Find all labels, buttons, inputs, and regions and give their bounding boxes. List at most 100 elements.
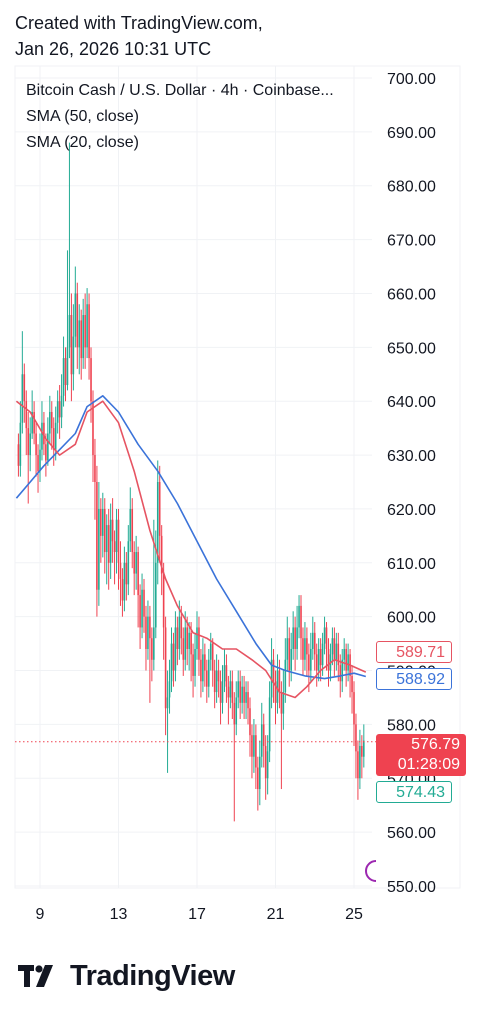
candle-body xyxy=(80,320,83,359)
candle-body xyxy=(47,433,49,461)
candle-body xyxy=(127,541,130,585)
candle-body xyxy=(133,552,135,574)
candle-body xyxy=(82,315,84,359)
candle-body xyxy=(41,422,43,450)
candle-body xyxy=(154,562,157,628)
candle-body xyxy=(359,745,361,779)
candle-body xyxy=(113,541,116,553)
candle-body xyxy=(39,449,41,472)
price-chart[interactable]: 700.00 690.00 680.00 670.00 660.00 650.00 640.… xyxy=(0,0,489,940)
candle-body xyxy=(43,422,45,445)
candle-body xyxy=(107,525,110,563)
candle-body xyxy=(235,697,238,725)
candle-body xyxy=(288,638,291,671)
candle-body xyxy=(131,508,134,553)
symbol-title[interactable]: Bitcoin Cash / U.S. Dollar · 4h · Coinba… xyxy=(26,82,334,99)
candle-body xyxy=(170,643,173,682)
candle-body xyxy=(162,573,165,628)
y-tick-label: 700.00 xyxy=(387,71,436,88)
candle-body xyxy=(215,670,218,693)
y-tick-label: 560.00 xyxy=(387,825,436,842)
tradingview-logo-icon xyxy=(18,964,53,987)
candle-body xyxy=(260,724,263,757)
candle-body xyxy=(213,670,216,693)
candle-body xyxy=(88,304,90,359)
plot-area[interactable] xyxy=(15,142,367,822)
candle-body xyxy=(306,638,308,655)
candle-body xyxy=(311,632,314,649)
candle-body xyxy=(227,686,230,698)
candle-body xyxy=(94,455,96,482)
candle-body xyxy=(109,519,112,563)
candle-body xyxy=(56,401,59,423)
candle-body xyxy=(52,428,55,450)
candle-body xyxy=(168,681,171,698)
x-tick-label: 25 xyxy=(345,906,363,923)
candle-body xyxy=(166,697,169,709)
candle-body xyxy=(211,643,214,671)
candle-body xyxy=(54,422,57,450)
candle-body xyxy=(245,692,247,703)
plot-frame xyxy=(14,65,461,889)
candle-body xyxy=(292,627,294,649)
legend-sma20[interactable]: SMA (20, close) xyxy=(26,134,139,151)
candle-body xyxy=(319,648,322,666)
candle-body xyxy=(259,756,261,790)
candle-body xyxy=(137,552,139,596)
candle-body xyxy=(182,638,185,660)
candle-body xyxy=(92,401,94,456)
candle-body xyxy=(184,627,187,660)
candle-body xyxy=(255,735,257,768)
candle-body xyxy=(58,401,61,418)
candle-body xyxy=(345,648,347,671)
candle-body xyxy=(355,724,357,752)
candle-body xyxy=(178,616,181,649)
candle-body xyxy=(194,648,196,676)
candle-body xyxy=(139,595,141,628)
candle-body xyxy=(66,347,69,386)
candle-body xyxy=(158,482,161,536)
candle-body xyxy=(196,627,198,649)
x-tick-label: 13 xyxy=(110,906,128,923)
candle-body xyxy=(153,627,155,660)
candle-body xyxy=(302,638,304,660)
y-tick-label: 610.00 xyxy=(387,556,436,573)
candle-body xyxy=(21,374,24,423)
last-price-value: 576.79 xyxy=(411,736,460,753)
candle-body xyxy=(243,686,245,703)
candle-body xyxy=(231,681,234,703)
candle-body xyxy=(27,428,30,456)
candle-body xyxy=(149,616,151,639)
candle-body xyxy=(274,681,277,703)
candle-body xyxy=(25,401,28,429)
candle-body xyxy=(33,411,35,434)
candle-body xyxy=(31,411,33,434)
candle-body xyxy=(278,670,281,693)
candle-body xyxy=(190,632,192,655)
candle-body xyxy=(129,508,132,542)
candle-body xyxy=(251,735,253,757)
candle-body xyxy=(262,724,265,746)
candle-body xyxy=(62,358,65,396)
candle-body xyxy=(164,627,167,709)
candle-body xyxy=(209,643,212,660)
y-tick-label: 620.00 xyxy=(387,502,436,519)
candle-body xyxy=(123,562,126,601)
candle-body xyxy=(188,632,190,649)
candle-body xyxy=(156,482,159,563)
candle-body xyxy=(207,659,210,687)
candle-body xyxy=(233,702,236,725)
tradingview-footer: TradingView xyxy=(18,960,235,993)
candle-body xyxy=(96,482,98,590)
candle-body xyxy=(304,638,306,660)
candle-body xyxy=(50,411,53,429)
snapshot-timestamp: Jan 26, 2026 10:31 UTC xyxy=(15,39,212,59)
candle-body xyxy=(143,589,145,617)
legend-sma50[interactable]: SMA (50, close) xyxy=(26,108,139,125)
loading-arc-icon xyxy=(365,860,377,882)
candle-body xyxy=(115,519,118,553)
y-tick-label: 650.00 xyxy=(387,340,436,357)
candle-body xyxy=(192,654,194,676)
candle-body xyxy=(145,616,147,649)
candle-body xyxy=(343,648,345,660)
